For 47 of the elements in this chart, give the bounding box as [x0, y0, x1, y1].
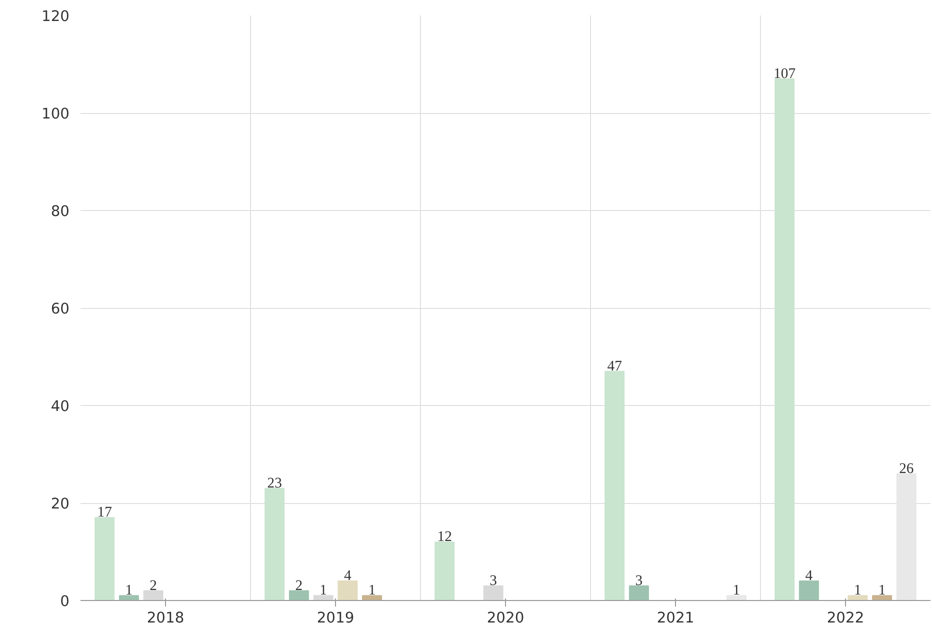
x-tick-label: 2022: [826, 610, 864, 626]
x-tick-label: 2018: [146, 610, 184, 626]
bar: [313, 595, 334, 600]
data-label: 23: [267, 475, 282, 492]
bar: [434, 542, 455, 600]
data-label: 1: [368, 582, 376, 599]
data-label: 17: [97, 504, 112, 521]
bar: [604, 370, 625, 600]
y-tick-label: 40: [50, 398, 70, 415]
data-label: 4: [805, 568, 814, 584]
data-label: 1: [878, 582, 886, 599]
data-label: 12: [437, 529, 452, 545]
x-tick-label: 2020: [486, 610, 524, 626]
bar: [338, 580, 358, 600]
data-label: 1: [125, 582, 133, 599]
data-label: 1: [320, 582, 327, 599]
bar: [264, 488, 285, 600]
data-label: 3: [635, 572, 643, 589]
y-tick-label: 100: [42, 106, 70, 122]
bar: [872, 595, 892, 600]
y-tick-label: 20: [50, 496, 70, 512]
bar: [726, 595, 746, 600]
bar: [483, 585, 504, 600]
y-tick-label: 60: [50, 300, 70, 318]
data-label: 1: [732, 582, 740, 599]
bar: [848, 595, 868, 600]
data-label: 2: [150, 578, 157, 594]
x-tick-label: 2019: [316, 610, 354, 626]
bar: [798, 580, 819, 600]
y-tick-label: 0: [60, 593, 70, 610]
data-label: 47: [607, 358, 622, 374]
bar: [118, 595, 139, 600]
bar: [94, 517, 115, 600]
bar: [628, 585, 649, 600]
bar: [288, 590, 309, 600]
data-label: 26: [899, 460, 914, 477]
y-tick-label: 120: [42, 8, 70, 25]
bar: [774, 78, 795, 600]
data-label: 4: [344, 568, 352, 584]
data-label: 107: [774, 66, 796, 82]
bar: [362, 595, 382, 600]
data-label: 1: [854, 582, 862, 599]
y-tick-label: 80: [50, 203, 70, 220]
bar: [143, 590, 164, 600]
x-tick-label: 2021: [656, 610, 694, 626]
data-label: 3: [490, 572, 497, 589]
data-label: 2: [295, 578, 303, 594]
